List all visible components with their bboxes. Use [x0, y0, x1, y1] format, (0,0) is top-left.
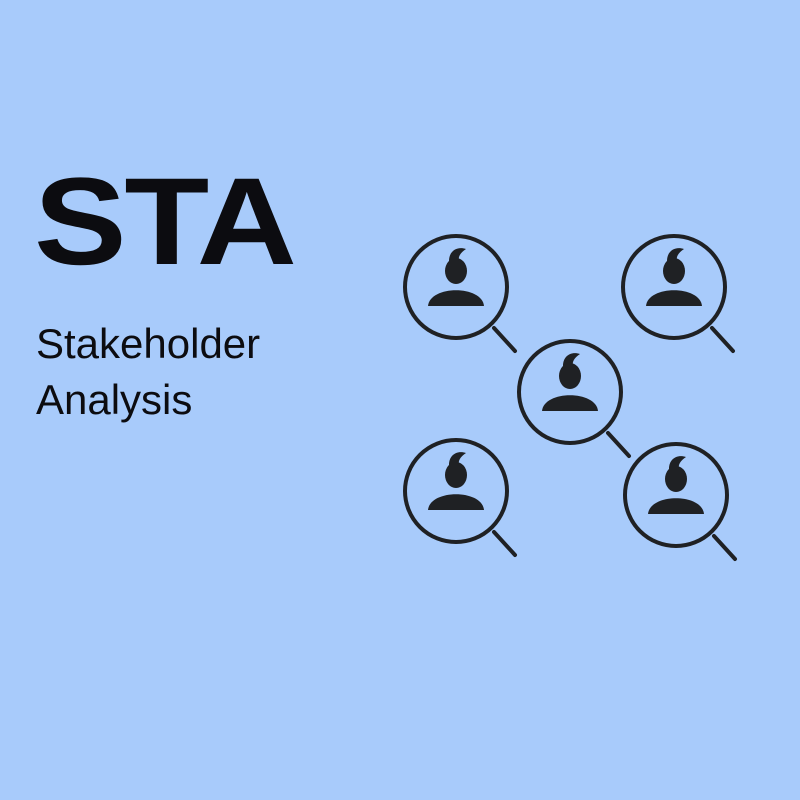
slide-title: STA	[34, 153, 297, 291]
person-search-icon	[621, 234, 735, 353]
slide-subtitle: Stakeholder Analysis	[36, 316, 260, 428]
person-search-icon	[623, 442, 737, 561]
person-search-icon	[403, 234, 517, 353]
subtitle-line-1: Stakeholder	[36, 320, 261, 367]
subtitle-line-2: Analysis	[36, 376, 193, 423]
person-search-icon	[403, 438, 517, 557]
person-search-icon	[517, 339, 631, 458]
